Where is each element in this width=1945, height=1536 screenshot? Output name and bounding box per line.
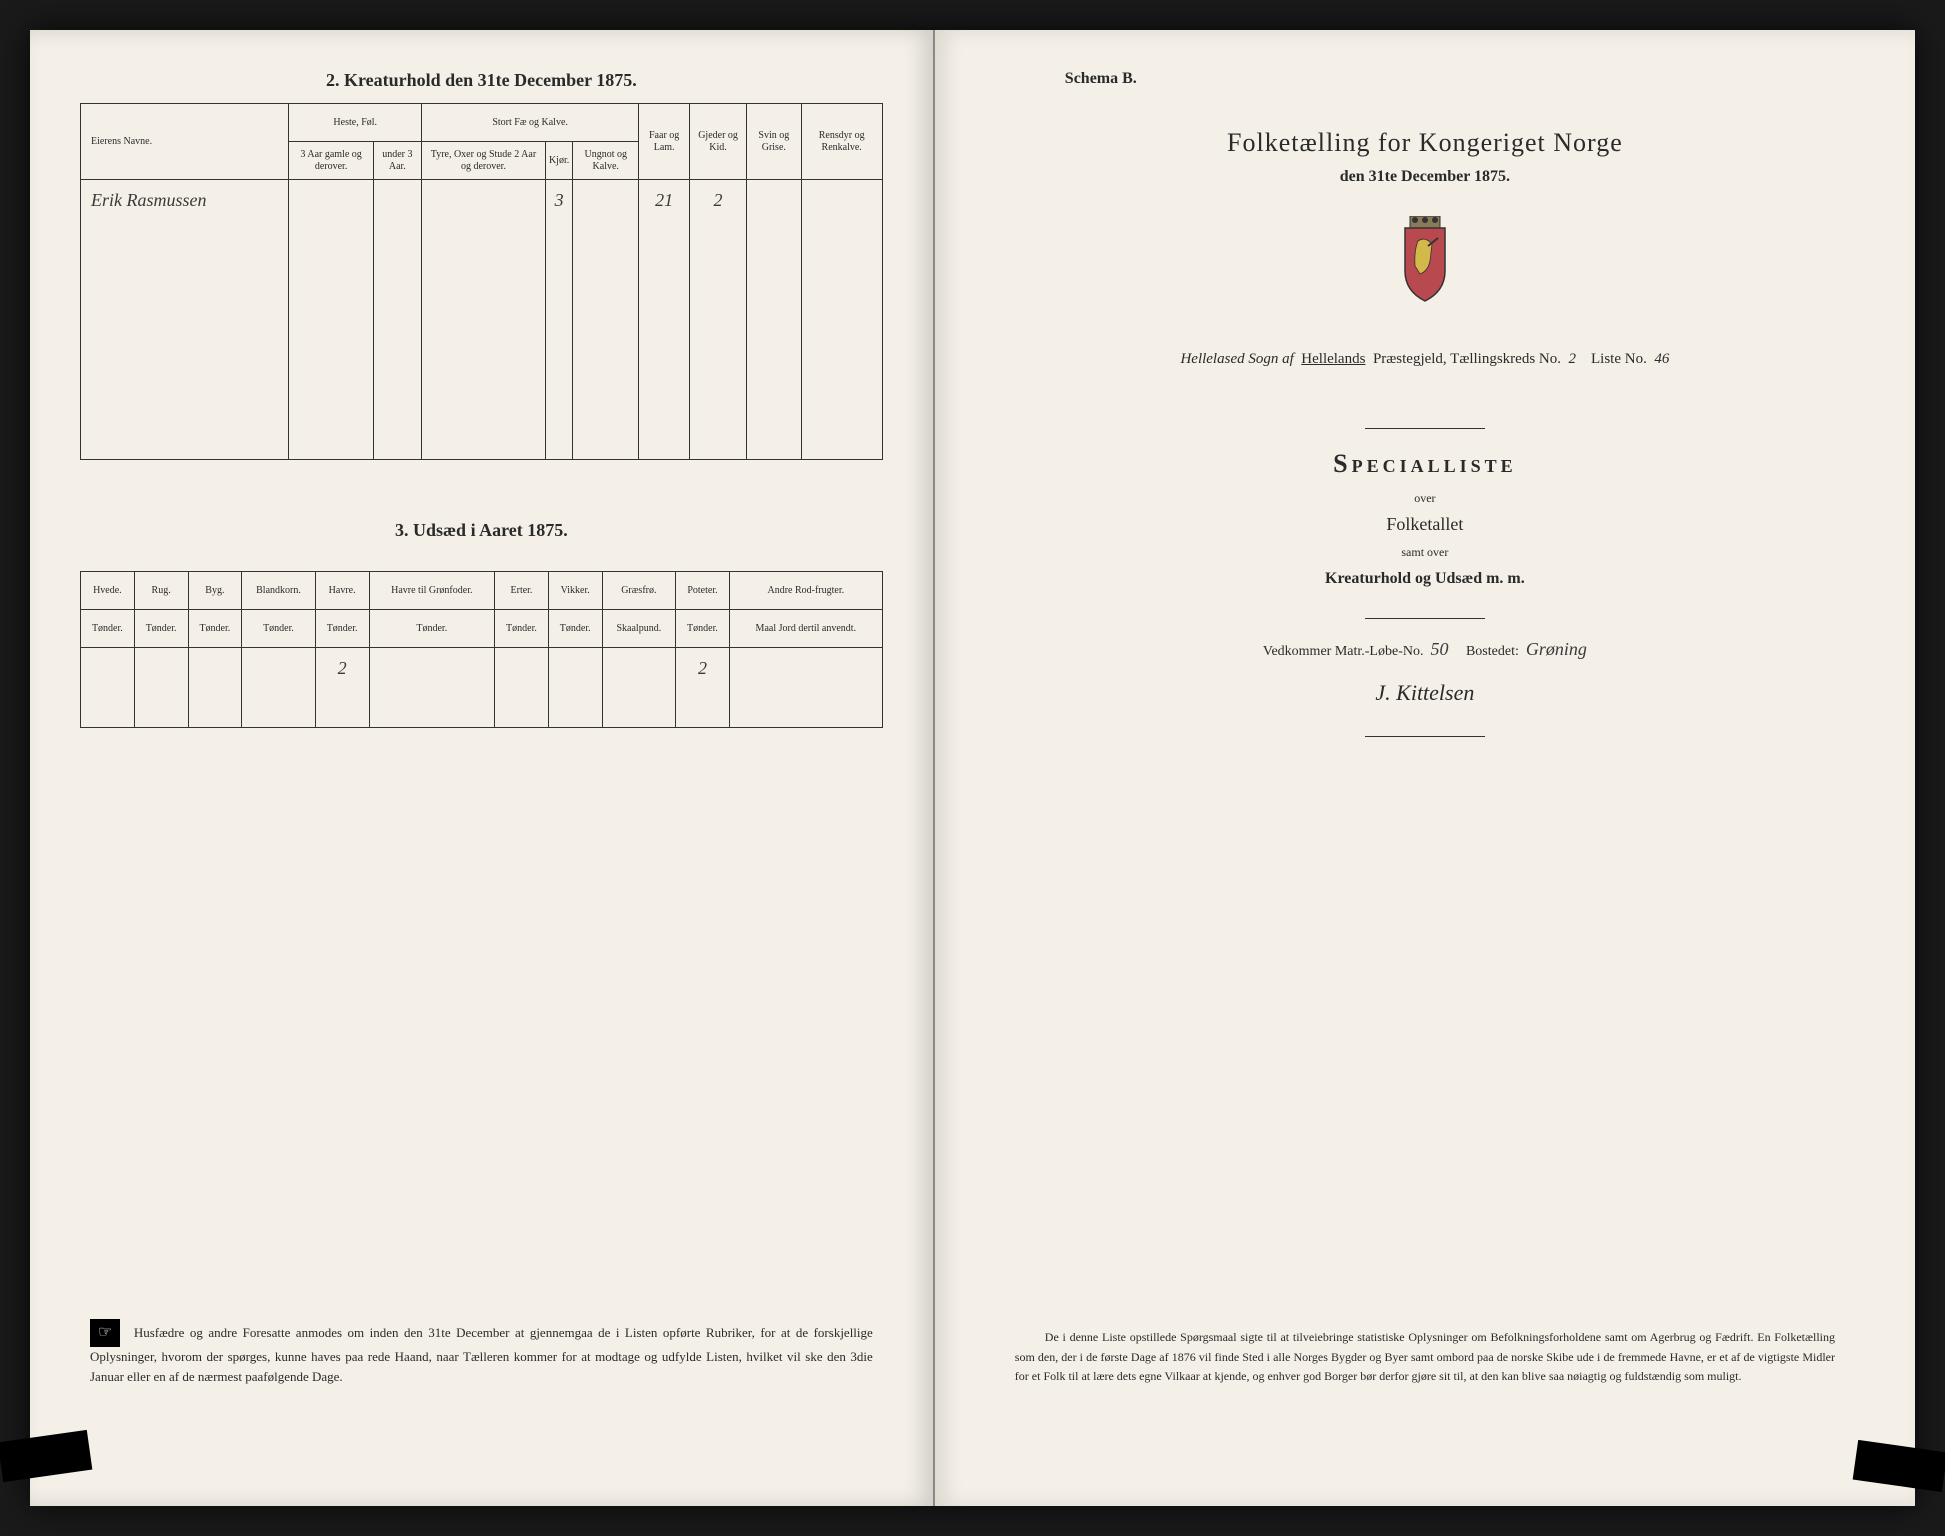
cell-kjor: 3 bbox=[545, 180, 572, 460]
th-pig: Svin og Grise. bbox=[747, 104, 802, 180]
cell bbox=[242, 648, 316, 728]
binding-tab bbox=[1853, 1440, 1945, 1492]
divider bbox=[1365, 736, 1485, 737]
kreds-value: 2 bbox=[1569, 351, 1577, 367]
livestock-table: Eierens Navne. Heste, Føl. Stort Fæ og K… bbox=[80, 103, 883, 460]
th-unit: Tønder. bbox=[242, 610, 316, 648]
cell-owner: Erik Rasmussen bbox=[81, 180, 289, 460]
section2-title: 2. Kreaturhold den 31te December 1875. bbox=[80, 70, 883, 91]
th-mixed: Blandkorn. bbox=[242, 572, 316, 610]
footer-text: Husfædre og andre Foresatte anmodes om i… bbox=[90, 1325, 873, 1384]
vedkommer-line: Vedkommer Matr.-Løbe-No. 50 Bostedet: Gr… bbox=[985, 639, 1865, 660]
left-footer: ☞ Husfædre og andre Foresatte anmodes om… bbox=[90, 1319, 873, 1386]
schema-label: Schema B. bbox=[1065, 70, 1865, 88]
cell bbox=[134, 648, 188, 728]
th-oatsfodder: Havre til Grønfoder. bbox=[369, 572, 495, 610]
right-page: Schema B. Folketælling for Kongeriget No… bbox=[935, 30, 1915, 1506]
cell-sheep: 21 bbox=[639, 180, 690, 460]
th-horse-group: Heste, Føl. bbox=[289, 104, 422, 142]
right-footer: De i denne Liste opstillede Spørgsmaal s… bbox=[1015, 1328, 1835, 1386]
cell bbox=[747, 180, 802, 460]
kreaturhold-label: Kreaturhold og Udsæd m. m. bbox=[985, 570, 1865, 588]
cell bbox=[602, 648, 676, 728]
divider bbox=[1365, 428, 1485, 429]
th-owner-name: Eierens Navne. bbox=[81, 104, 289, 180]
liste-value: 46 bbox=[1654, 351, 1669, 367]
cell bbox=[548, 648, 602, 728]
th-cattle2: Kjør. bbox=[545, 142, 572, 180]
th-cattle-group: Stort Fæ og Kalve. bbox=[422, 104, 639, 142]
praestegjeld-label: Præstegjeld, Tællingskreds No. bbox=[1373, 351, 1561, 367]
th-goat: Gjeder og Kid. bbox=[690, 104, 747, 180]
specialliste-title: Specialliste bbox=[985, 449, 1865, 479]
th-horse2: under 3 Aar. bbox=[373, 142, 421, 180]
cell bbox=[289, 180, 373, 460]
cell bbox=[81, 648, 135, 728]
th-other: Andre Rod-frugter. bbox=[729, 572, 882, 610]
table-row: Erik Rasmussen 3 21 2 bbox=[81, 180, 883, 460]
th-unit: Tønder. bbox=[134, 610, 188, 648]
th-peas: Erter. bbox=[495, 572, 549, 610]
main-title: Folketælling for Kongeriget Norge bbox=[985, 128, 1865, 158]
over-label: over bbox=[985, 491, 1865, 506]
pointer-icon: ☞ bbox=[90, 1319, 120, 1347]
cell bbox=[573, 180, 639, 460]
th-unit-sk: Skaalpund. bbox=[602, 610, 676, 648]
th-unit: Tønder. bbox=[315, 610, 369, 648]
signature: J. Kittelsen bbox=[985, 680, 1865, 706]
samt-label: samt over bbox=[985, 545, 1865, 560]
th-barley: Byg. bbox=[188, 572, 242, 610]
th-reindeer: Rensdyr og Renkalve. bbox=[801, 104, 882, 180]
cell bbox=[729, 648, 882, 728]
section3-title: 3. Udsæd i Aaret 1875. bbox=[80, 520, 883, 541]
matr-no: 50 bbox=[1430, 639, 1448, 659]
th-unit: Tønder. bbox=[548, 610, 602, 648]
cell bbox=[369, 648, 495, 728]
binding-tab bbox=[0, 1430, 92, 1482]
th-unit: Tønder. bbox=[81, 610, 135, 648]
coat-of-arms-icon bbox=[985, 216, 1865, 311]
bostedet-label: Bostedet: bbox=[1466, 644, 1519, 659]
cell bbox=[188, 648, 242, 728]
cell-potato: 2 bbox=[676, 648, 730, 728]
th-potato: Poteter. bbox=[676, 572, 730, 610]
th-oats: Havre. bbox=[315, 572, 369, 610]
cell-goat: 2 bbox=[690, 180, 747, 460]
th-grass: Græsfrø. bbox=[602, 572, 676, 610]
th-rye: Rug. bbox=[134, 572, 188, 610]
th-unit: Tønder. bbox=[676, 610, 730, 648]
liste-label: Liste No. bbox=[1591, 351, 1647, 367]
th-unit: Tønder. bbox=[188, 610, 242, 648]
vedkommer-label: Vedkommer Matr.-Løbe-No. bbox=[1263, 644, 1424, 659]
bostedet-value: Grøning bbox=[1526, 639, 1587, 659]
praestegjeld-value: Hellelands bbox=[1301, 351, 1365, 367]
th-unit-other: Maal Jord dertil anvendt. bbox=[729, 610, 882, 648]
cell bbox=[801, 180, 882, 460]
book-spread: 2. Kreaturhold den 31te December 1875. E… bbox=[30, 30, 1915, 1506]
th-cattle3: Ungnot og Kalve. bbox=[573, 142, 639, 180]
divider bbox=[1365, 618, 1485, 619]
parish-line: Hellelased Sogn af Hellelands Præstegjel… bbox=[985, 351, 1865, 368]
left-page: 2. Kreaturhold den 31te December 1875. E… bbox=[30, 30, 935, 1506]
th-cattle1: Tyre, Oxer og Stude 2 Aar og derover. bbox=[422, 142, 546, 180]
seed-table: Hvede. Rug. Byg. Blandkorn. Havre. Havre… bbox=[80, 571, 883, 728]
folketallet-label: Folketallet bbox=[985, 514, 1865, 535]
th-vetch: Vikker. bbox=[548, 572, 602, 610]
cell-oats: 2 bbox=[315, 648, 369, 728]
table-row: 2 2 bbox=[81, 648, 883, 728]
th-horse1: 3 Aar gamle og derover. bbox=[289, 142, 373, 180]
cell bbox=[373, 180, 421, 460]
th-unit: Tønder. bbox=[369, 610, 495, 648]
th-unit: Tønder. bbox=[495, 610, 549, 648]
sogn-value: Hellelased Sogn af bbox=[1180, 351, 1293, 367]
cell bbox=[495, 648, 549, 728]
subtitle: den 31te December 1875. bbox=[985, 168, 1865, 186]
th-sheep: Faar og Lam. bbox=[639, 104, 690, 180]
th-wheat: Hvede. bbox=[81, 572, 135, 610]
cell bbox=[422, 180, 546, 460]
